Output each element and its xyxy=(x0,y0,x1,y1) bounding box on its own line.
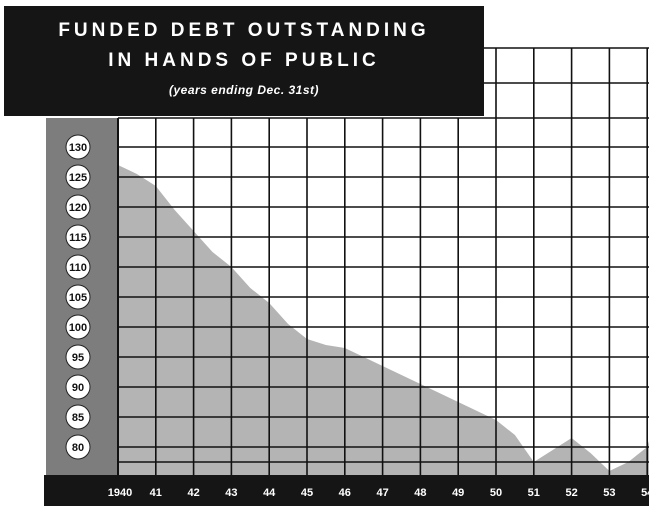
x-tick-label: 45 xyxy=(301,487,313,499)
y-tick-label: 105 xyxy=(69,292,87,304)
y-tick-disc xyxy=(65,284,91,310)
y-tick-disc xyxy=(65,314,91,340)
x-tick-label: 51 xyxy=(528,487,540,499)
plot-area xyxy=(117,47,649,475)
y-tick-labels: 130 125 120 115 110 105 100 95 90 85 80 xyxy=(65,134,91,460)
x-tick-label: 47 xyxy=(376,487,388,499)
x-tick-label: 42 xyxy=(187,487,199,499)
y-tick-label: 125 xyxy=(69,172,87,184)
y-tick-label: 80 xyxy=(72,442,84,454)
y-tick-disc xyxy=(65,404,91,430)
x-tick-label: 49 xyxy=(452,487,464,499)
y-tick-label: 110 xyxy=(69,262,87,274)
y-tick-disc xyxy=(65,434,91,460)
y-tick-disc xyxy=(65,194,91,220)
y-tick-disc xyxy=(65,224,91,250)
x-tick-label: 53 xyxy=(603,487,615,499)
y-tick-label: 120 xyxy=(69,202,87,214)
title-box: FUNDED DEBT OUTSTANDING IN HANDS OF PUBL… xyxy=(4,6,484,116)
x-tick-label: 52 xyxy=(565,487,577,499)
x-tick-label: 50 xyxy=(490,487,502,499)
chart-subtitle: (years ending Dec. 31st) xyxy=(168,83,320,97)
y-tick-label: 115 xyxy=(69,232,87,244)
y-tick-label: 95 xyxy=(72,352,84,364)
y-tick-label: 85 xyxy=(72,412,84,424)
y-tick-label: 130 xyxy=(69,142,87,154)
x-tick-label: 43 xyxy=(225,487,237,499)
chart-title-line-2: IN HANDS OF PUBLIC xyxy=(108,50,380,71)
x-tick-label: 1940 xyxy=(108,487,132,499)
debt-area xyxy=(118,165,649,475)
x-axis-band xyxy=(44,475,649,506)
x-tick-label: 44 xyxy=(263,487,276,499)
y-tick-disc xyxy=(65,164,91,190)
x-tick-label: 48 xyxy=(414,487,426,499)
y-tick-disc xyxy=(65,374,91,400)
y-tick-label: 90 xyxy=(72,382,84,394)
chart-title-line-1: FUNDED DEBT OUTSTANDING xyxy=(58,20,430,41)
y-tick-disc xyxy=(65,254,91,280)
x-tick-label: 46 xyxy=(339,487,351,499)
x-tick-labels: 1940 41 42 43 44 45 46 47 48 49 50 51 52 53 54 xyxy=(108,487,649,499)
x-tick-label: 54 xyxy=(641,487,649,499)
y-tick-label: 100 xyxy=(69,322,87,334)
y-tick-disc xyxy=(65,134,91,160)
y-tick-disc xyxy=(65,344,91,370)
x-tick-label: 41 xyxy=(150,487,162,499)
